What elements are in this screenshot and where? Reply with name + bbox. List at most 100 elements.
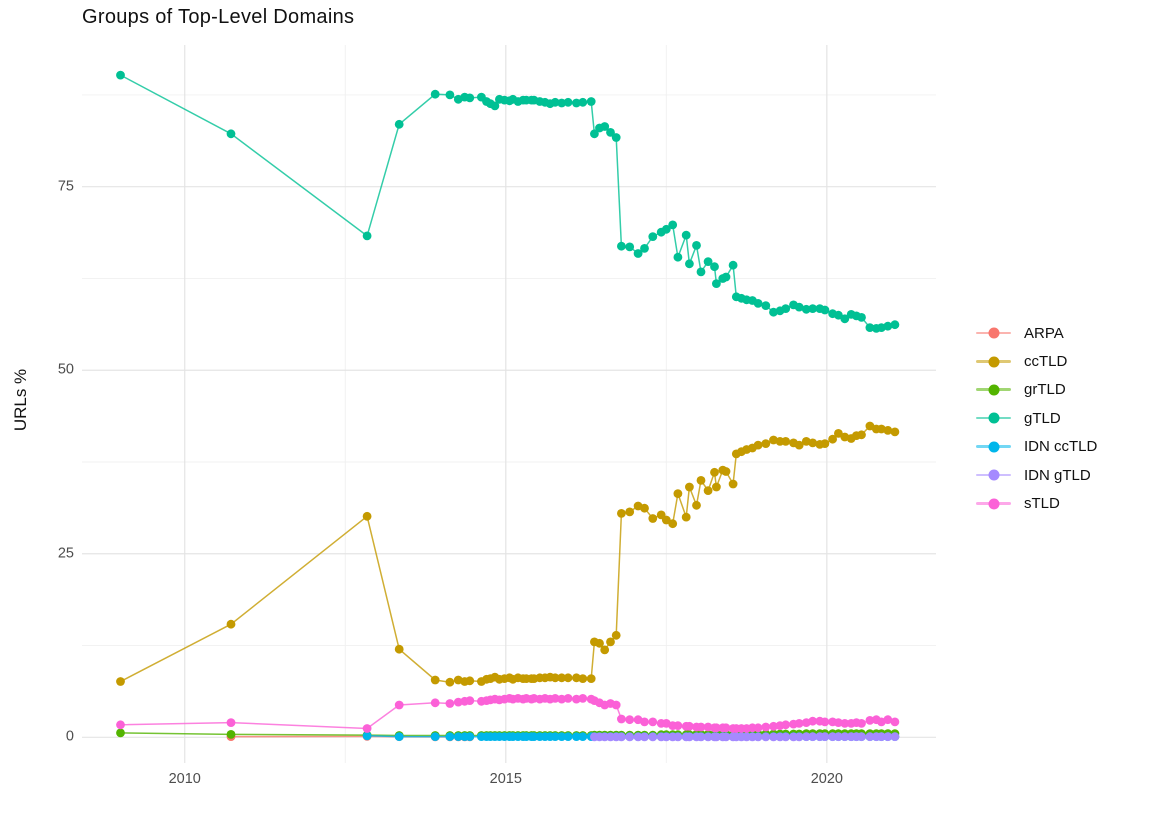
data-point-gTLD: [710, 262, 719, 272]
data-point-gTLD: [761, 301, 771, 310]
data-point-gTLD: [606, 127, 615, 137]
legend-key-icon: [976, 497, 1011, 511]
data-point-sTLD: [445, 699, 455, 708]
data-point-sTLD: [703, 722, 713, 732]
data-point-IDN-gTLD: [769, 732, 778, 742]
data-point-IDN-gTLD: [685, 732, 694, 742]
legend-key-icon: [976, 383, 1011, 397]
data-point-ccTLD: [578, 674, 588, 683]
y-axis-tick-label: 25: [57, 545, 74, 562]
data-point-gTLD: [890, 320, 900, 330]
legend-item-sTLD: sTLD: [976, 489, 1097, 517]
data-point-ccTLD: [761, 439, 771, 448]
data-point-sTLD: [465, 696, 475, 705]
data-point-gTLD: [617, 241, 626, 251]
data-point-ccTLD: [681, 512, 691, 522]
data-point-gTLD: [721, 272, 731, 282]
data-point-ccTLD: [586, 674, 596, 683]
data-point-ccTLD: [712, 482, 721, 492]
data-point-sTLD: [116, 720, 125, 730]
legend-key-icon: [976, 440, 1011, 454]
data-point-sTLD: [557, 694, 567, 704]
data-point-IDN-ccTLD: [465, 732, 475, 741]
data-point-sTLD: [865, 716, 875, 725]
data-point-grTLD: [116, 728, 125, 738]
data-point-IDN-gTLD: [883, 732, 893, 742]
data-point-ccTLD: [557, 673, 567, 683]
legend-label: ARPA: [1024, 324, 1064, 342]
y-axis-title: URLs %: [11, 368, 30, 432]
data-point-IDN-ccTLD: [557, 732, 567, 741]
data-point-IDN-gTLD: [840, 732, 850, 742]
data-point-ccTLD: [696, 476, 706, 485]
legend-label: IDN ccTLD: [1024, 438, 1098, 456]
series-line-gTLD: [120, 74, 896, 330]
data-point-sTLD: [808, 716, 818, 726]
data-point-ccTLD: [648, 514, 658, 523]
data-point-ccTLD: [685, 482, 694, 492]
data-point-IDN-ccTLD: [394, 732, 404, 741]
data-point-sTLD: [712, 723, 721, 733]
data-point-gTLD: [550, 97, 560, 107]
data-point-ccTLD: [703, 486, 713, 495]
data-point-gTLD: [633, 249, 643, 258]
data-point-IDN-gTLD: [703, 732, 713, 742]
data-point-sTLD: [611, 700, 621, 710]
data-point-ccTLD: [661, 515, 671, 525]
data-point-IDN-gTLD: [633, 732, 643, 742]
data-point-IDN-ccTLD: [445, 732, 455, 741]
data-point-gTLD: [394, 119, 404, 129]
legend-item-grTLD: grTLD: [976, 376, 1097, 404]
data-point-IDN-gTLD: [696, 732, 706, 742]
data-point-gTLD: [685, 259, 694, 269]
data-point-sTLD: [673, 721, 683, 730]
legend-key-dot: [988, 412, 999, 424]
legend-key-icon: [976, 355, 1011, 369]
x-axis-tick-label: 2010: [168, 771, 201, 787]
data-point-IDN-ccTLD: [572, 732, 581, 741]
legend-label: ccTLD: [1024, 353, 1068, 371]
data-point-sTLD: [857, 719, 866, 728]
data-point-gTLD: [696, 267, 706, 277]
data-point-gTLD: [465, 93, 475, 103]
legend-key-dot: [988, 384, 999, 396]
legend-label: grTLD: [1024, 381, 1066, 399]
data-point-gTLD: [600, 122, 610, 131]
data-point-IDN-ccTLD: [578, 732, 588, 741]
y-axis-tick-label: 50: [57, 361, 74, 378]
data-point-ccTLD: [834, 429, 843, 438]
data-point-sTLD: [362, 724, 372, 733]
data-point-sTLD: [640, 717, 649, 727]
data-point-sTLD: [820, 717, 830, 727]
data-point-IDN-gTLD: [857, 732, 866, 742]
data-point-gTLD: [794, 302, 804, 312]
data-point-gTLD: [840, 314, 850, 324]
data-point-IDN-gTLD: [834, 732, 843, 742]
data-point-sTLD: [453, 697, 463, 707]
data-point-sTLD: [685, 721, 694, 731]
data-point-ccTLD: [673, 489, 683, 498]
data-point-ccTLD: [226, 619, 236, 629]
y-axis: 0 25 50 75: [0, 0, 74, 827]
data-point-gTLD: [116, 70, 125, 80]
data-point-gTLD: [673, 252, 683, 262]
data-point-sTLD: [890, 717, 900, 727]
data-point-gTLD: [703, 257, 713, 266]
x-axis: 2010 2015 2020: [0, 771, 1164, 793]
x-axis-tick-label: 2020: [810, 771, 843, 787]
data-point-gTLD: [883, 321, 893, 331]
data-point-ccTLD: [820, 439, 830, 448]
data-point-ccTLD: [465, 676, 475, 686]
data-point-ccTLD: [362, 511, 372, 521]
data-point-IDN-gTLD: [712, 732, 721, 742]
data-point-ccTLD: [430, 675, 440, 685]
data-point-ccTLD: [600, 645, 610, 655]
data-point-sTLD: [578, 694, 588, 703]
data-point-IDN-gTLD: [781, 732, 791, 742]
legend-item-ccTLD: ccTLD: [976, 347, 1097, 375]
data-point-sTLD: [617, 714, 626, 724]
data-point-ccTLD: [116, 677, 125, 686]
data-point-gTLD: [586, 97, 596, 106]
data-point-IDN-gTLD: [721, 732, 731, 742]
